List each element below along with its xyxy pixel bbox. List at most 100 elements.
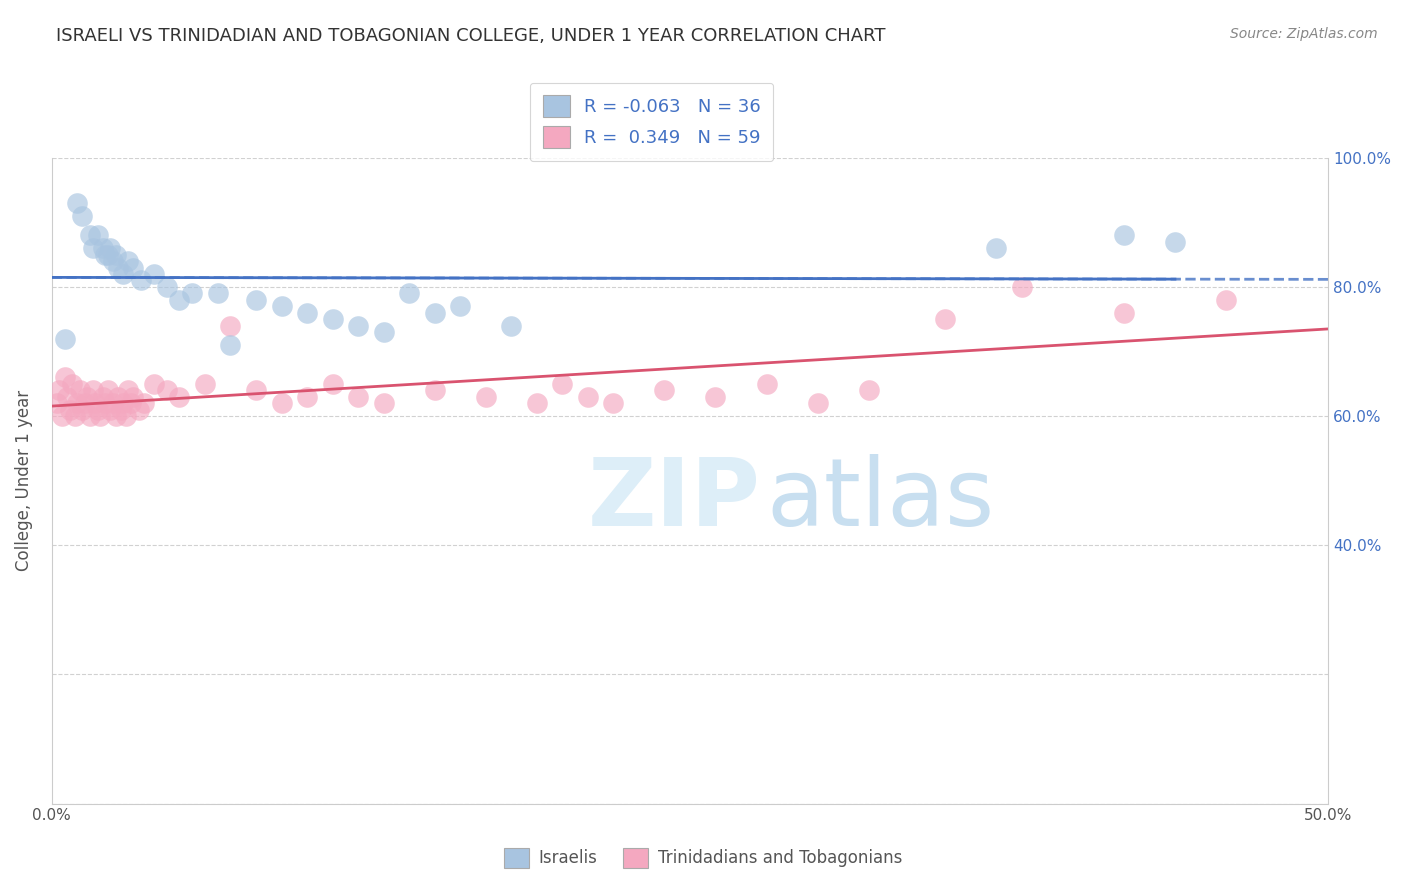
Point bbox=[132, 396, 155, 410]
Point bbox=[73, 396, 96, 410]
Point bbox=[398, 286, 420, 301]
Point bbox=[120, 396, 142, 410]
Point bbox=[156, 280, 179, 294]
Point bbox=[245, 293, 267, 307]
Point bbox=[86, 228, 108, 243]
Legend: R = -0.063   N = 36, R =  0.349   N = 59: R = -0.063 N = 36, R = 0.349 N = 59 bbox=[530, 83, 773, 161]
Point bbox=[72, 209, 94, 223]
Point bbox=[53, 332, 76, 346]
Point bbox=[156, 383, 179, 397]
Point bbox=[45, 396, 67, 410]
Point bbox=[474, 390, 496, 404]
Text: Source: ZipAtlas.com: Source: ZipAtlas.com bbox=[1230, 27, 1378, 41]
Point bbox=[347, 390, 370, 404]
Point bbox=[142, 376, 165, 391]
Point bbox=[207, 286, 229, 301]
Point bbox=[122, 260, 145, 275]
Point bbox=[129, 273, 152, 287]
Point bbox=[654, 383, 676, 397]
Point bbox=[104, 247, 127, 261]
Point bbox=[347, 318, 370, 333]
Point bbox=[104, 409, 127, 423]
Point bbox=[602, 396, 624, 410]
Point bbox=[112, 267, 135, 281]
Point bbox=[101, 396, 124, 410]
Point bbox=[704, 390, 727, 404]
Point bbox=[181, 286, 204, 301]
Point bbox=[107, 390, 129, 404]
Point bbox=[79, 409, 101, 423]
Point bbox=[526, 396, 548, 410]
Point bbox=[112, 396, 135, 410]
Point bbox=[858, 383, 880, 397]
Point bbox=[48, 383, 70, 397]
Point bbox=[576, 390, 599, 404]
Point bbox=[72, 402, 94, 417]
Point bbox=[1215, 293, 1237, 307]
Point bbox=[551, 376, 574, 391]
Point bbox=[69, 383, 91, 397]
Point bbox=[76, 390, 98, 404]
Point bbox=[194, 376, 217, 391]
Point bbox=[245, 383, 267, 397]
Point bbox=[373, 325, 395, 339]
Point bbox=[423, 383, 446, 397]
Point bbox=[94, 396, 117, 410]
Point bbox=[117, 383, 139, 397]
Point bbox=[1112, 306, 1135, 320]
Point bbox=[986, 241, 1008, 255]
Text: atlas: atlas bbox=[766, 454, 995, 546]
Point bbox=[270, 396, 292, 410]
Point bbox=[82, 241, 104, 255]
Point bbox=[100, 241, 122, 255]
Point bbox=[60, 376, 83, 391]
Point bbox=[86, 402, 108, 417]
Point bbox=[1011, 280, 1033, 294]
Point bbox=[59, 402, 82, 417]
Text: ISRAELI VS TRINIDADIAN AND TOBAGONIAN COLLEGE, UNDER 1 YEAR CORRELATION CHART: ISRAELI VS TRINIDADIAN AND TOBAGONIAN CO… bbox=[56, 27, 886, 45]
Point bbox=[219, 338, 242, 352]
Text: ZIP: ZIP bbox=[588, 454, 761, 546]
Point bbox=[322, 376, 344, 391]
Point bbox=[82, 383, 104, 397]
Point bbox=[91, 241, 114, 255]
Point bbox=[89, 409, 111, 423]
Point bbox=[169, 293, 191, 307]
Point bbox=[79, 228, 101, 243]
Point bbox=[66, 195, 89, 210]
Point bbox=[91, 390, 114, 404]
Point bbox=[806, 396, 828, 410]
Point bbox=[117, 254, 139, 268]
Point bbox=[501, 318, 523, 333]
Point bbox=[423, 306, 446, 320]
Point bbox=[142, 267, 165, 281]
Point bbox=[270, 299, 292, 313]
Point bbox=[1164, 235, 1187, 249]
Point bbox=[934, 312, 956, 326]
Point bbox=[128, 402, 150, 417]
Point bbox=[295, 306, 318, 320]
Point bbox=[755, 376, 778, 391]
Point bbox=[94, 247, 117, 261]
Point bbox=[97, 383, 120, 397]
Point bbox=[110, 402, 132, 417]
Point bbox=[53, 370, 76, 384]
Legend: Israelis, Trinidadians and Tobagonians: Israelis, Trinidadians and Tobagonians bbox=[498, 841, 908, 875]
Point bbox=[122, 390, 145, 404]
Point bbox=[97, 247, 120, 261]
Point bbox=[322, 312, 344, 326]
Point bbox=[114, 409, 136, 423]
Point bbox=[51, 409, 73, 423]
Point bbox=[295, 390, 318, 404]
Point bbox=[63, 409, 86, 423]
Point bbox=[66, 396, 89, 410]
Point bbox=[169, 390, 191, 404]
Point bbox=[107, 260, 129, 275]
Point bbox=[101, 254, 124, 268]
Point bbox=[449, 299, 471, 313]
Point bbox=[84, 396, 107, 410]
Y-axis label: College, Under 1 year: College, Under 1 year bbox=[15, 390, 32, 571]
Point bbox=[219, 318, 242, 333]
Point bbox=[100, 402, 122, 417]
Point bbox=[373, 396, 395, 410]
